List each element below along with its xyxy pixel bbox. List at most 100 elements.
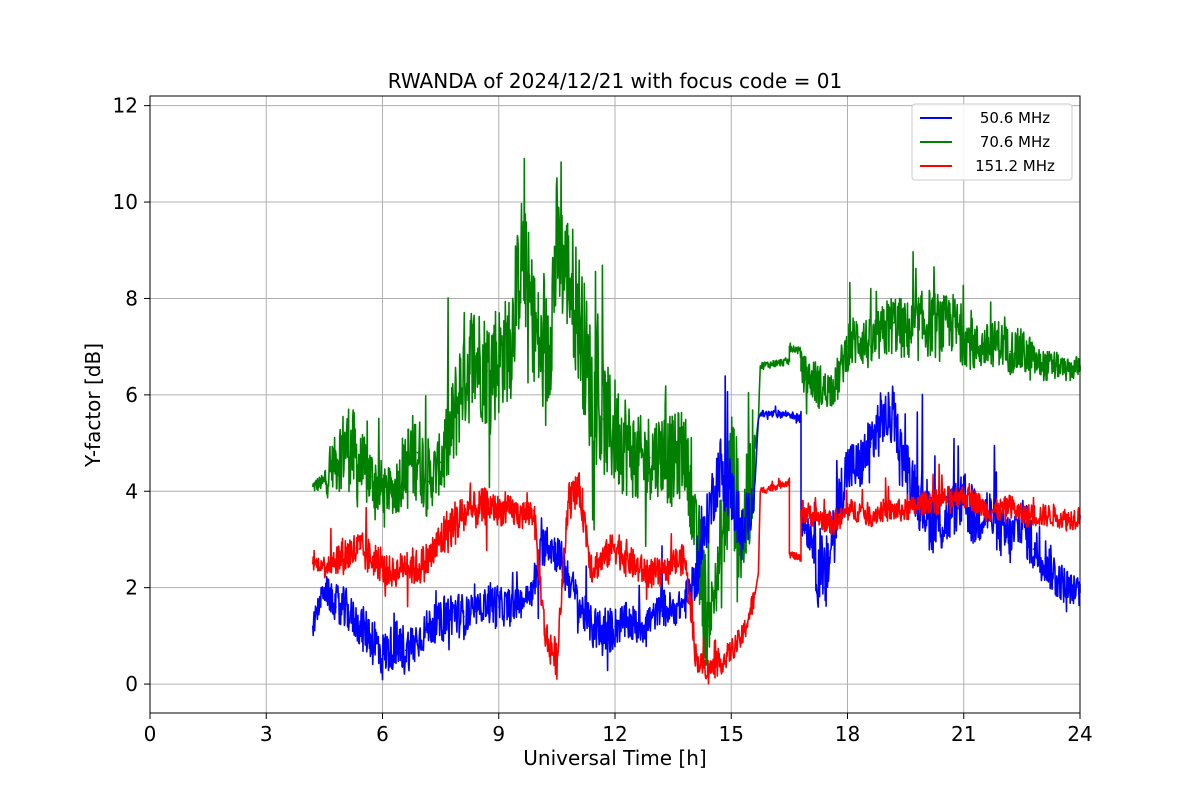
data-point [381,567,384,570]
data-point [893,509,895,512]
data-point [846,345,849,348]
data-point [393,490,395,493]
data-point [556,553,558,555]
data-point [393,644,395,647]
data-point [381,654,384,656]
data-point [823,389,826,391]
data-point [997,341,1000,343]
data-point [649,572,651,574]
data-point [904,331,907,334]
data-point [509,509,512,512]
data-point [1067,370,1070,372]
data-point [486,370,488,372]
data-point [997,529,1000,531]
x-tick-label: 12 [602,722,627,746]
data-point [707,514,709,517]
data-point [544,635,547,637]
data-point [660,572,663,574]
data-point [323,480,326,483]
data-point [672,611,674,613]
data-point [498,606,500,608]
data-point [556,659,558,661]
data-point [858,509,860,512]
data-point [718,466,721,469]
y-tick-label: 0 [125,672,138,696]
y-tick-label: 12 [113,94,138,118]
data-point [370,635,372,637]
data-point [614,432,616,435]
data-point [428,558,430,560]
series-50-6-mhz [312,375,1081,681]
data-point [637,567,640,570]
data-point [335,606,337,608]
data-point [358,625,361,627]
data-point [1032,514,1035,517]
data-point [718,562,721,565]
data-point [974,345,977,348]
data-point [416,567,419,570]
data-point [1067,586,1070,589]
data-point [788,553,791,555]
data-point [405,466,407,469]
data-point [439,620,442,623]
data-point [358,548,361,550]
data-point [323,562,326,565]
x-tick-label: 21 [951,722,976,746]
data-point [509,345,512,348]
data-point [800,558,802,560]
chart-title: RWANDA of 2024/12/21 with focus code = 0… [388,69,842,93]
x-tick-label: 24 [1067,722,1092,746]
y-axis: 0 2 4 6 8 10 12 [113,94,150,696]
data-point [928,321,930,324]
data-point [986,509,988,512]
data-point [800,509,802,512]
data-point [498,355,500,358]
data-point [788,413,791,415]
series-line [312,375,1081,681]
data-point [660,451,663,454]
data-point [1021,514,1023,517]
data-point [928,500,930,502]
legend-label: 50.6 MHz [980,109,1050,127]
data-point [707,668,709,671]
data-point [1056,514,1058,517]
data-point [405,562,407,565]
data-point [1056,577,1058,579]
x-tick-label: 0 [144,722,157,746]
data-point [579,321,581,324]
data-point [904,509,907,512]
data-point [742,538,744,541]
data-point [602,635,605,637]
data-point [951,509,953,512]
data-point [800,370,802,372]
data-point [439,538,442,541]
data-point [881,509,884,512]
data-point [637,461,640,464]
data-point [649,620,651,623]
data-point [544,538,547,541]
data-point [730,490,733,493]
data-point [759,413,762,415]
data-point [486,504,488,507]
data-point [939,326,942,329]
data-point [393,572,395,574]
x-tick-label: 18 [835,722,860,746]
data-point [556,249,558,251]
data-point [788,480,791,483]
series-layer [312,157,1081,685]
data-point [951,495,953,497]
legend-label: 70.6 MHz [980,133,1050,151]
data-point [463,370,465,372]
data-point [811,538,814,541]
data-point [1021,350,1023,353]
data-point [811,514,814,517]
data-point [881,418,884,420]
data-point [718,664,721,666]
data-point [579,490,581,493]
data-point [811,379,814,382]
data-point [707,625,709,627]
data-point [1044,558,1046,560]
data-point [870,514,872,517]
data-point [579,606,581,608]
